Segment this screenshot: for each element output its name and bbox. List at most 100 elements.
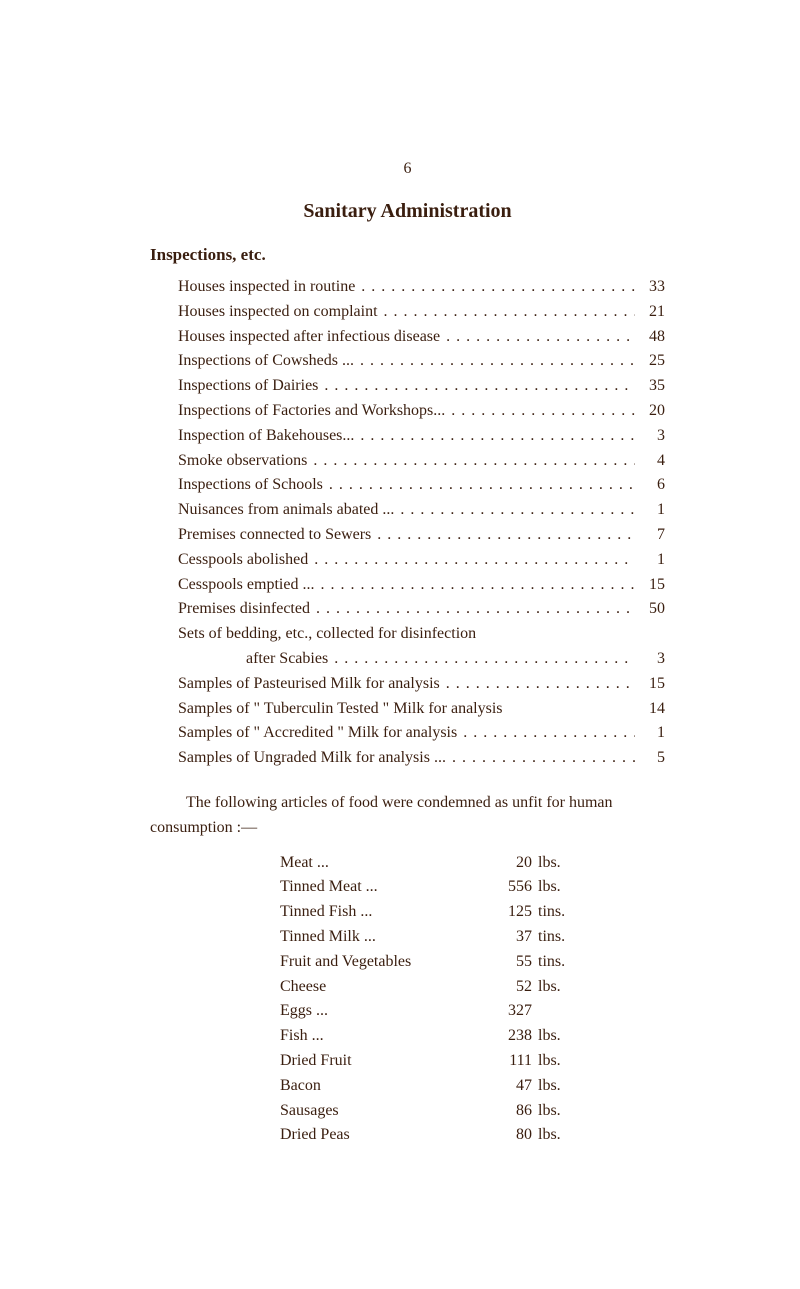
- inspection-value: 1: [635, 548, 665, 573]
- food-row: Dried Fruit111lbs.: [280, 1049, 605, 1074]
- food-row: Tinned Fish ...125tins.: [280, 900, 605, 925]
- food-label: Sausages: [280, 1099, 490, 1124]
- food-label: Bacon: [280, 1074, 490, 1099]
- inspection-value: 33: [635, 275, 665, 300]
- food-qty: 327: [490, 999, 532, 1024]
- page: 6 Sanitary Administration Inspections, e…: [0, 0, 800, 1289]
- inspection-label: Inspections of Schools: [178, 473, 323, 498]
- inspection-label: Premises connected to Sewers: [178, 523, 371, 548]
- leader-dots: ........................................…: [440, 325, 635, 350]
- inspection-row: Inspections of Cowsheds ................…: [178, 349, 665, 374]
- food-qty: 86: [490, 1099, 532, 1124]
- inspection-value: 1: [635, 498, 665, 523]
- food-qty: 556: [490, 875, 532, 900]
- inspection-label: Houses inspected after infectious diseas…: [178, 325, 440, 350]
- inspection-value: 3: [635, 424, 665, 449]
- page-number: 6: [150, 160, 665, 178]
- inspection-label: Samples of Ungraded Milk for analysis ..…: [178, 746, 446, 771]
- inspection-value: 21: [635, 300, 665, 325]
- food-row: Bacon47lbs.: [280, 1074, 605, 1099]
- food-row: Fish ...238lbs.: [280, 1024, 605, 1049]
- food-unit: tins.: [532, 925, 565, 950]
- inspection-row: Cesspools abolished.....................…: [178, 548, 665, 573]
- inspection-row: Nuisances from animals abated ..........…: [178, 498, 665, 523]
- leader-dots: ........................................…: [355, 275, 635, 300]
- leader-dots: ........................................…: [310, 597, 635, 622]
- inspection-label: Inspections of Dairies: [178, 374, 318, 399]
- inspection-value: 35: [635, 374, 665, 399]
- inspection-row: Inspections of Dairies..................…: [178, 374, 665, 399]
- inspection-label: Premises disinfected: [178, 597, 310, 622]
- food-label: Fish ...: [280, 1024, 490, 1049]
- leader-dots: ........................................…: [308, 548, 635, 573]
- inspection-label: Smoke observations: [178, 449, 307, 474]
- food-label: Dried Peas: [280, 1123, 490, 1148]
- food-unit: lbs.: [532, 1024, 561, 1049]
- food-label: Fruit and Vegetables: [280, 950, 490, 975]
- leader-dots: ........................................…: [354, 424, 635, 449]
- food-label: Tinned Meat ...: [280, 875, 490, 900]
- inspection-value: 15: [635, 573, 665, 598]
- inspection-value: 25: [635, 349, 665, 374]
- inspection-row: after Scabies...........................…: [178, 647, 665, 672]
- inspection-value: 3: [635, 647, 665, 672]
- food-unit: tins.: [532, 950, 565, 975]
- food-unit: lbs.: [532, 875, 561, 900]
- food-unit: lbs.: [532, 1123, 561, 1148]
- food-unit: lbs.: [532, 1074, 561, 1099]
- inspection-label: Houses inspected in routine: [178, 275, 355, 300]
- leader-dots: ........................................…: [318, 374, 635, 399]
- inspection-label: Inspections of Cowsheds ...: [178, 349, 354, 374]
- food-row: Eggs ...327: [280, 999, 605, 1024]
- food-qty: 80: [490, 1123, 532, 1148]
- inspection-label: Samples of " Accredited " Milk for analy…: [178, 721, 457, 746]
- inspection-label: Cesspools abolished: [178, 548, 308, 573]
- food-row: Dried Peas80lbs.: [280, 1123, 605, 1148]
- food-list: Meat ...20lbs.Tinned Meat ...556lbs.Tinn…: [150, 851, 665, 1149]
- food-qty: 37: [490, 925, 532, 950]
- leader-dots: ........................................…: [446, 746, 635, 771]
- food-row: Meat ...20lbs.: [280, 851, 605, 876]
- inspection-label: Inspection of Bakehouses...: [178, 424, 354, 449]
- food-row: Cheese52lbs.: [280, 975, 605, 1000]
- food-unit: lbs.: [532, 975, 561, 1000]
- food-unit: tins.: [532, 900, 565, 925]
- food-row: Fruit and Vegetables55tins.: [280, 950, 605, 975]
- food-row: Tinned Milk ...37tins.: [280, 925, 605, 950]
- food-qty: 52: [490, 975, 532, 1000]
- food-qty: 125: [490, 900, 532, 925]
- inspection-row: Inspection of Bakehouses................…: [178, 424, 665, 449]
- paragraph: The following articles of food were cond…: [150, 791, 665, 841]
- inspection-row: Houses inspected in routine.............…: [178, 275, 665, 300]
- food-label: Dried Fruit: [280, 1049, 490, 1074]
- food-unit: lbs.: [532, 1049, 561, 1074]
- inspection-row: Inspections of Schools..................…: [178, 473, 665, 498]
- inspection-value: 50: [635, 597, 665, 622]
- inspection-value: 6: [635, 473, 665, 498]
- leader-dots: ........................................…: [378, 300, 635, 325]
- inspection-value: 15: [635, 672, 665, 697]
- inspection-label: Nuisances from animals abated ...: [178, 498, 394, 523]
- section-heading: Inspections, etc.: [150, 245, 665, 265]
- inspection-row: Cesspools emptied ......................…: [178, 573, 665, 598]
- food-unit: lbs.: [532, 1099, 561, 1124]
- food-label: Cheese: [280, 975, 490, 1000]
- food-qty: 238: [490, 1024, 532, 1049]
- inspection-row: Houses inspected on complaint...........…: [178, 300, 665, 325]
- inspection-row: Smoke observations......................…: [178, 449, 665, 474]
- leader-dots: ........................................…: [314, 573, 635, 598]
- inspection-value: 7: [635, 523, 665, 548]
- food-unit: lbs.: [532, 851, 561, 876]
- inspection-row: Samples of Ungraded Milk for analysis ..…: [178, 746, 665, 771]
- inspection-label: Samples of " Tuberculin Tested " Milk fo…: [178, 697, 503, 722]
- food-qty: 55: [490, 950, 532, 975]
- food-qty: 20: [490, 851, 532, 876]
- food-qty: 47: [490, 1074, 532, 1099]
- inspection-row: Premises connected to Sewers............…: [178, 523, 665, 548]
- inspection-label: Samples of Pasteurised Milk for analysis: [178, 672, 440, 697]
- leader-dots: ........................................…: [371, 523, 635, 548]
- leader-dots: ........................................…: [323, 473, 635, 498]
- inspection-row: Sets of bedding, etc., collected for dis…: [178, 622, 665, 647]
- inspection-value: 4: [635, 449, 665, 474]
- inspection-row: Inspections of Factories and Workshops..…: [178, 399, 665, 424]
